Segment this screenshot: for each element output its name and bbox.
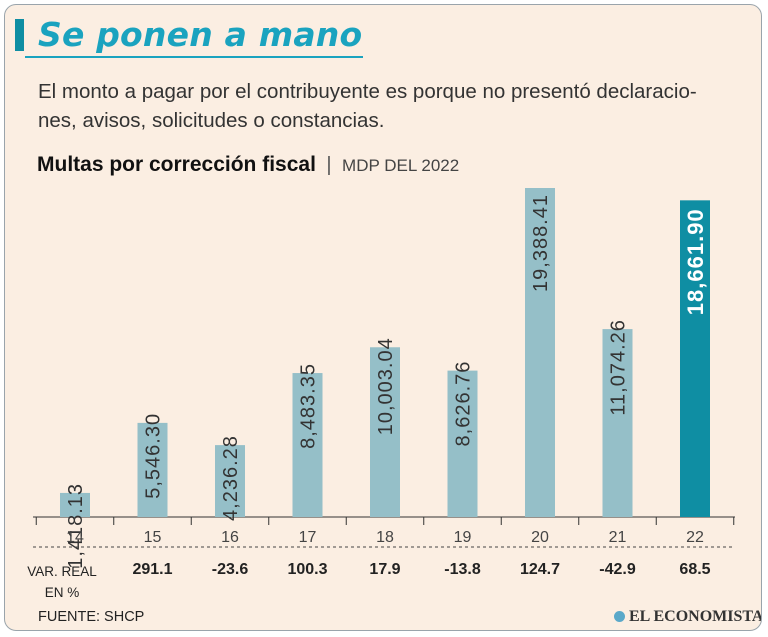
variation-label-line2: EN % [44, 585, 80, 600]
bar-20 [525, 188, 555, 517]
x-tick-label: 18 [376, 529, 394, 546]
x-tick-label: 17 [299, 529, 317, 546]
x-tick-label: 20 [531, 529, 549, 546]
x-tick-label: 16 [221, 529, 239, 546]
variation-value: 68.5 [679, 561, 711, 578]
x-tick-label: 14 [66, 529, 84, 546]
value-label: 18,661.90 [683, 208, 708, 315]
variation-value: 100.3 [287, 561, 328, 578]
bar-19 [447, 370, 478, 517]
bar-16 [215, 445, 245, 517]
value-label: 8,626.76 [453, 361, 475, 447]
chart-title-separator: | [326, 154, 332, 176]
chart-unit: MDP DEL 2022 [342, 156, 460, 175]
chart-header: Multas por corrección fiscal | MDP DEL 2… [37, 153, 459, 177]
value-label: 5,546.30 [143, 413, 165, 499]
brand-logo: EL ECONOMISTA [614, 608, 762, 626]
x-tick-label: 21 [609, 529, 627, 546]
variation-label: VAR. REAL EN % [27, 561, 97, 603]
bar-21 [602, 329, 633, 517]
brand-globe-icon [614, 611, 625, 622]
value-label: 19,388.41 [530, 194, 552, 292]
value-label: 10,003.04 [375, 337, 397, 435]
bar-15 [137, 422, 168, 517]
variation-value: -13.8 [444, 561, 481, 578]
value-label: 8,483.35 [298, 363, 320, 449]
value-label: 4,236.28 [220, 435, 242, 521]
x-tick-label: 15 [144, 529, 162, 546]
brand-name: EL ECONOMISTA [629, 608, 762, 625]
variation-value: 291.1 [132, 561, 173, 578]
variation-label-line1: VAR. REAL [27, 564, 97, 579]
source-note: FUENTE: SHCP [38, 609, 145, 625]
infographic-card: Se ponen a mano El monto a pagar por el … [4, 4, 762, 631]
x-tick-label: 22 [686, 529, 704, 546]
title-underline [25, 56, 363, 58]
bar-18 [370, 347, 400, 517]
variation-value: -23.6 [211, 561, 249, 578]
title-accent-bar [15, 19, 24, 51]
value-label: 1,418.13 [65, 483, 87, 569]
x-tick-label: 19 [454, 529, 472, 546]
bar-17 [292, 373, 323, 517]
bar-22 [680, 200, 710, 518]
value-label: 11,074.26 [608, 319, 630, 416]
variation-value: 17.9 [369, 561, 401, 578]
subtitle: El monto a pagar por el contribuyente es… [38, 80, 697, 132]
page-title: Se ponen a mano [38, 15, 363, 54]
variation-value: -42.9 [599, 561, 636, 578]
bar-14 [60, 492, 90, 517]
variation-value: 124.7 [519, 561, 561, 578]
chart-title: Multas por corrección fiscal [37, 153, 316, 176]
